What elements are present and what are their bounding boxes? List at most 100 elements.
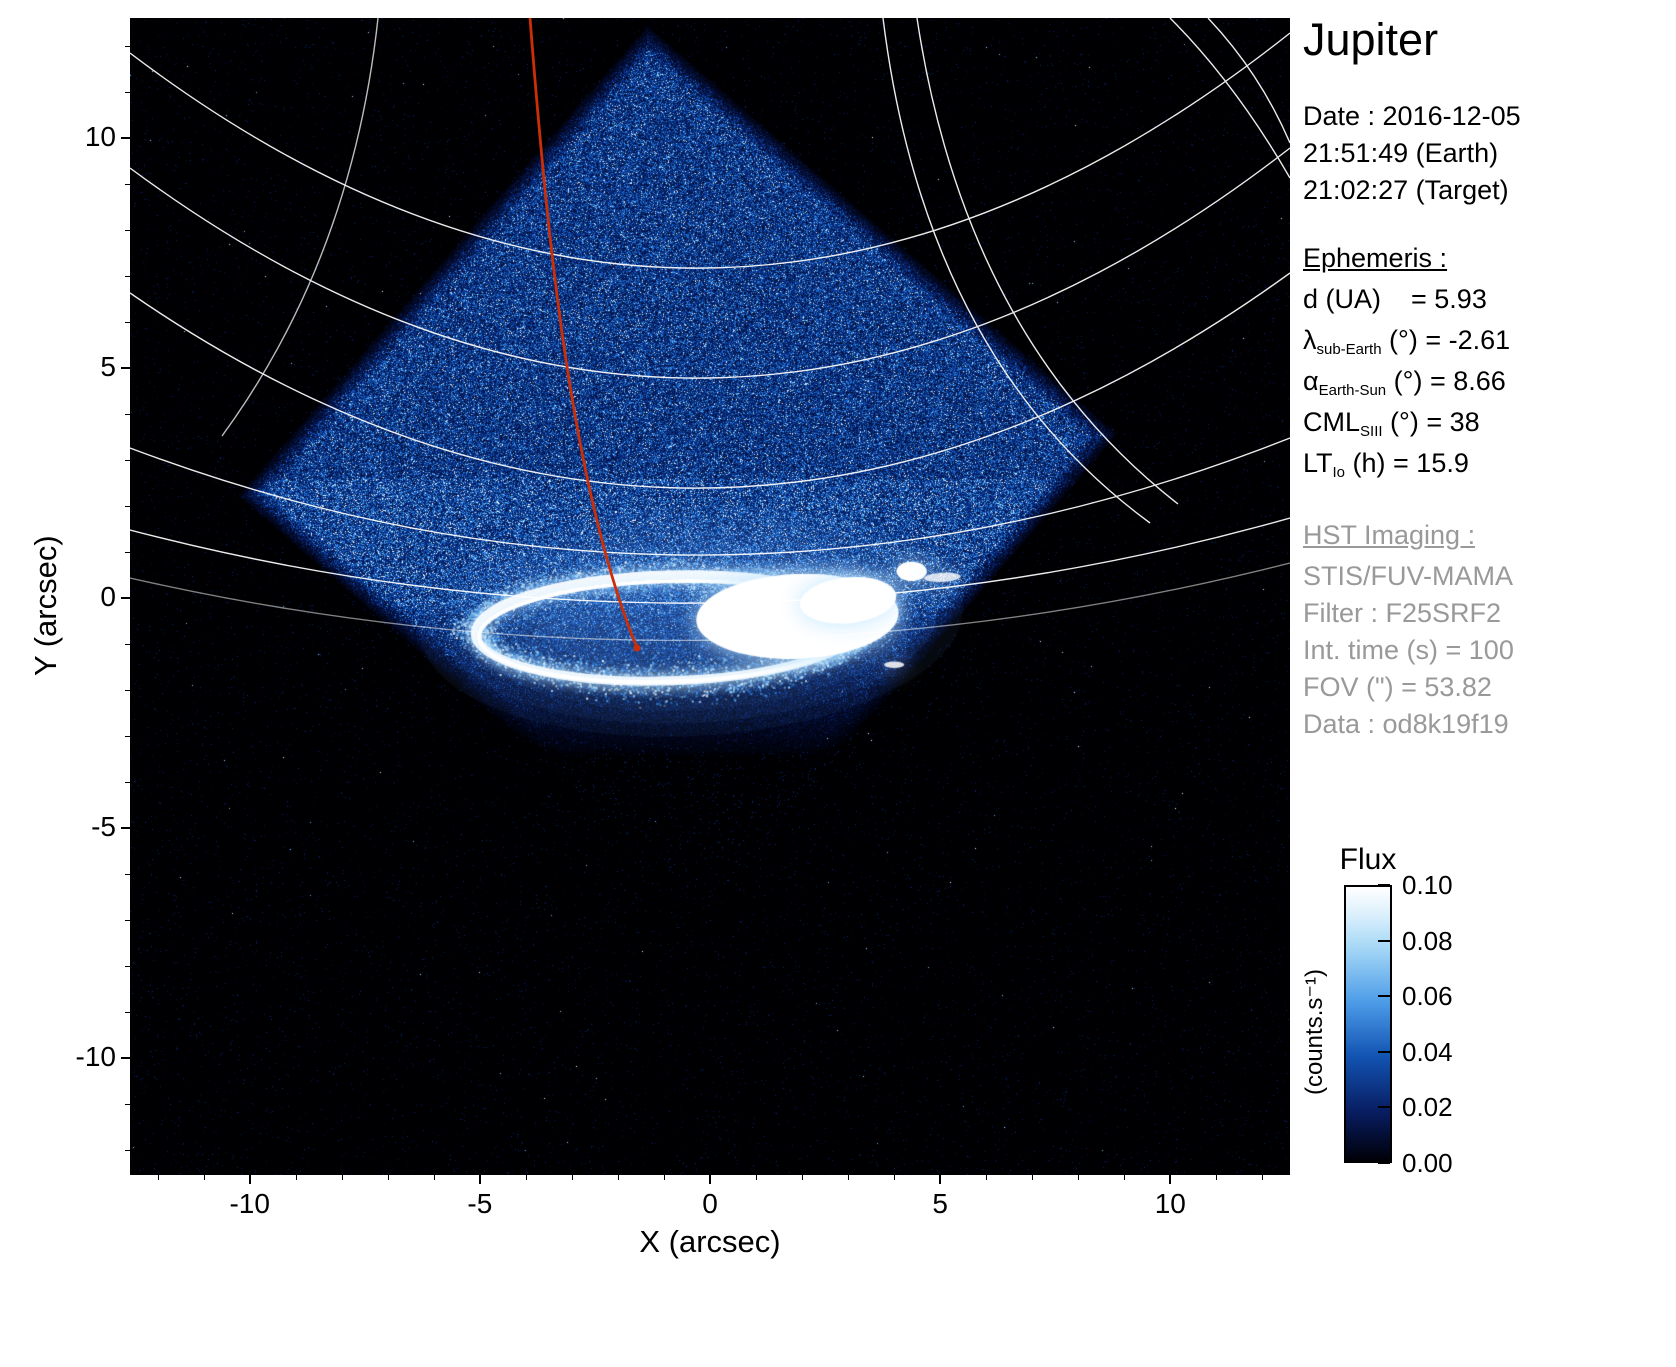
x-minor-tick-mark bbox=[848, 1175, 849, 1180]
y-tick-label: 5 bbox=[32, 351, 116, 383]
hst-filter-line: Filter : F25SRF2 bbox=[1303, 595, 1675, 632]
target-time-line: 21:02:27 (Target) bbox=[1303, 172, 1675, 209]
x-minor-tick-mark bbox=[434, 1175, 435, 1180]
colorbar-unit-label: (counts.s⁻¹) bbox=[1300, 969, 1329, 1095]
colorbar-tick-label: 0.06 bbox=[1402, 981, 1482, 1012]
x-minor-tick-mark bbox=[664, 1175, 665, 1180]
date-line: Date : 2016-12-05 bbox=[1303, 98, 1675, 135]
ephemeris-row-distance: d (UA) = 5.93 bbox=[1303, 281, 1675, 322]
colorbar-tick-label: 0.10 bbox=[1402, 870, 1482, 901]
x-tick-label: 5 bbox=[895, 1188, 985, 1220]
hst-dataid-line: Data : od8k19f19 bbox=[1303, 706, 1675, 743]
x-minor-tick-mark bbox=[986, 1175, 987, 1180]
info-panel: Jupiter Date : 2016-12-05 21:51:49 (Eart… bbox=[1303, 14, 1675, 743]
colorbar-title: Flux bbox=[1338, 843, 1398, 877]
y-minor-tick-mark bbox=[125, 782, 130, 783]
eph-value: = 5.93 bbox=[1381, 284, 1487, 314]
y-tick-label: -5 bbox=[32, 811, 116, 843]
hst-heading: HST Imaging : bbox=[1303, 517, 1675, 554]
y-minor-tick-mark bbox=[125, 966, 130, 967]
colorbar-tick-mark bbox=[1378, 1106, 1390, 1108]
eph-symbol: λ bbox=[1303, 325, 1317, 355]
colorbar-tick-label: 0.00 bbox=[1402, 1148, 1482, 1179]
x-tick-label: 10 bbox=[1125, 1188, 1215, 1220]
x-minor-tick-mark bbox=[1032, 1175, 1033, 1180]
y-minor-tick-mark bbox=[125, 874, 130, 875]
y-tick-mark bbox=[121, 367, 130, 369]
x-minor-tick-mark bbox=[1216, 1175, 1217, 1180]
hst-inttime-line: Int. time (s) = 100 bbox=[1303, 632, 1675, 669]
eph-symbol: LT bbox=[1303, 448, 1333, 478]
x-tick-mark bbox=[709, 1175, 711, 1184]
y-minor-tick-mark bbox=[125, 184, 130, 185]
y-minor-tick-mark bbox=[125, 92, 130, 93]
y-minor-tick-mark bbox=[125, 230, 130, 231]
y-tick-mark bbox=[121, 1057, 130, 1059]
x-minor-tick-mark bbox=[388, 1175, 389, 1180]
eph-value: (h) = 15.9 bbox=[1345, 448, 1469, 478]
colorbar-tick-label: 0.02 bbox=[1402, 1092, 1482, 1123]
eph-symbol: CML bbox=[1303, 407, 1360, 437]
y-minor-tick-mark bbox=[125, 920, 130, 921]
eph-symbol: d (UA) bbox=[1303, 284, 1381, 314]
x-tick-mark bbox=[249, 1175, 251, 1184]
ephemeris-row-cml: CMLSIII (°) = 38 bbox=[1303, 404, 1675, 445]
figure: X (arcsec) Y (arcsec) Jupiter Date : 201… bbox=[0, 0, 1676, 1367]
colorbar-tick-mark bbox=[1378, 884, 1390, 886]
y-minor-tick-mark bbox=[125, 506, 130, 507]
ephemeris-row-io-localtime: LTIo (h) = 15.9 bbox=[1303, 445, 1675, 486]
x-minor-tick-mark bbox=[894, 1175, 895, 1180]
flux-colorbar bbox=[1344, 885, 1392, 1163]
y-minor-tick-mark bbox=[125, 1150, 130, 1151]
x-tick-mark bbox=[939, 1175, 941, 1184]
x-minor-tick-mark bbox=[204, 1175, 205, 1180]
y-tick-mark bbox=[121, 827, 130, 829]
fuv-image-canvas bbox=[130, 18, 1290, 1175]
ephemeris-row-phase-angle: αEarth-Sun (°) = 8.66 bbox=[1303, 363, 1675, 404]
ephemeris-heading: Ephemeris : bbox=[1303, 240, 1675, 277]
x-minor-tick-mark bbox=[342, 1175, 343, 1180]
y-tick-mark bbox=[121, 137, 130, 139]
x-minor-tick-mark bbox=[1262, 1175, 1263, 1180]
eph-value: (°) = -2.61 bbox=[1382, 325, 1511, 355]
y-tick-label: -10 bbox=[32, 1041, 116, 1073]
colorbar-tick-mark bbox=[1378, 1051, 1390, 1053]
y-minor-tick-mark bbox=[125, 1104, 130, 1105]
y-minor-tick-mark bbox=[125, 552, 130, 553]
y-minor-tick-mark bbox=[125, 644, 130, 645]
x-tick-label: 0 bbox=[665, 1188, 755, 1220]
eph-subscript: Earth-Sun bbox=[1319, 382, 1387, 399]
y-minor-tick-mark bbox=[125, 46, 130, 47]
eph-subscript: SIII bbox=[1360, 423, 1383, 440]
eph-value: (°) = 38 bbox=[1383, 407, 1480, 437]
colorbar-tick-label: 0.08 bbox=[1402, 926, 1482, 957]
x-minor-tick-mark bbox=[526, 1175, 527, 1180]
hst-instrument-line: STIS/FUV-MAMA bbox=[1303, 558, 1675, 595]
x-minor-tick-mark bbox=[572, 1175, 573, 1180]
x-minor-tick-mark bbox=[1078, 1175, 1079, 1180]
earth-time-line: 21:51:49 (Earth) bbox=[1303, 135, 1675, 172]
colorbar-tick-label: 0.04 bbox=[1402, 1037, 1482, 1068]
colorbar-tick-mark bbox=[1378, 1162, 1390, 1164]
y-minor-tick-mark bbox=[125, 322, 130, 323]
y-tick-label: 10 bbox=[32, 121, 116, 153]
x-tick-mark bbox=[479, 1175, 481, 1184]
hst-fov-line: FOV (") = 53.82 bbox=[1303, 669, 1675, 706]
sky-plot bbox=[130, 18, 1290, 1175]
y-tick-label: 0 bbox=[32, 581, 116, 613]
x-minor-tick-mark bbox=[296, 1175, 297, 1180]
y-tick-mark bbox=[121, 597, 130, 599]
y-minor-tick-mark bbox=[125, 460, 130, 461]
y-minor-tick-mark bbox=[125, 736, 130, 737]
eph-subscript: sub-Earth bbox=[1317, 341, 1382, 358]
y-minor-tick-mark bbox=[125, 690, 130, 691]
x-tick-label: -5 bbox=[435, 1188, 525, 1220]
x-axis-title: X (arcsec) bbox=[130, 1224, 1290, 1260]
eph-symbol: α bbox=[1303, 366, 1319, 396]
x-minor-tick-mark bbox=[802, 1175, 803, 1180]
x-minor-tick-mark bbox=[158, 1175, 159, 1180]
colorbar-tick-mark bbox=[1378, 995, 1390, 997]
x-tick-label: -10 bbox=[205, 1188, 295, 1220]
x-minor-tick-mark bbox=[618, 1175, 619, 1180]
eph-value: (°) = 8.66 bbox=[1386, 366, 1506, 396]
